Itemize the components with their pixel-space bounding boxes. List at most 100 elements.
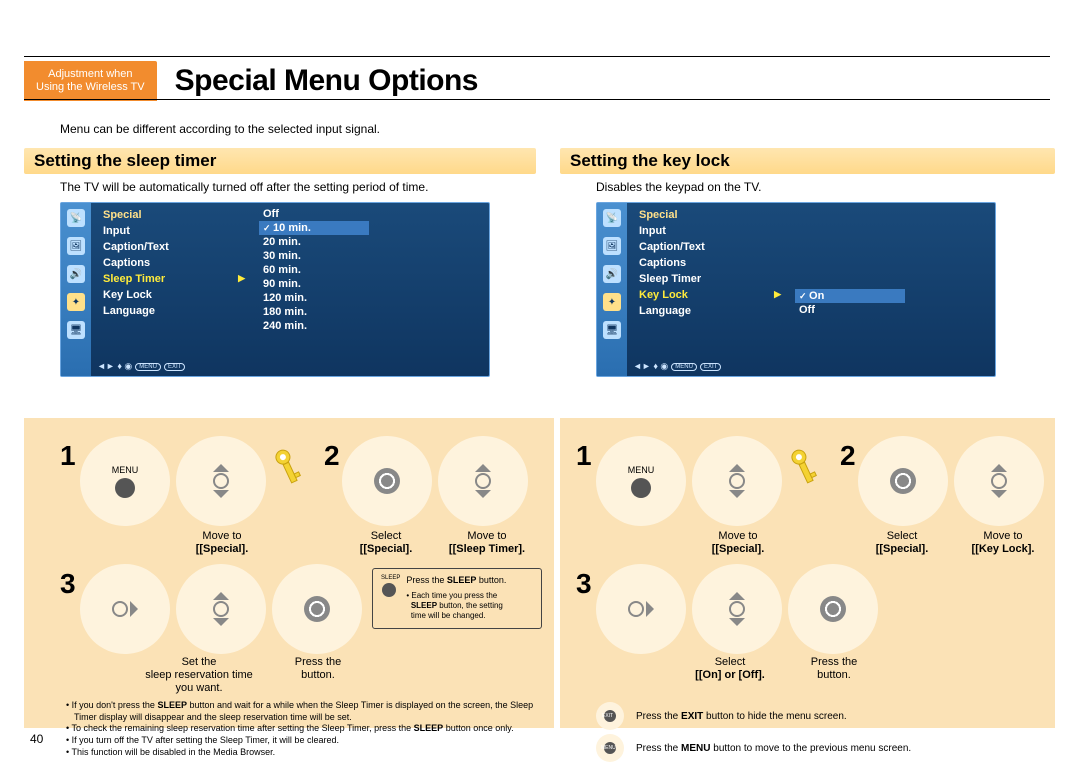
tab-line2: Using the Wireless TV [36,81,145,94]
subheading-sleep: Setting the sleep timer [24,148,536,174]
down-icon [475,490,491,498]
ring-icon [213,473,229,489]
menu-label: MENU [112,465,139,475]
ring-icon [729,601,745,617]
down-icon [213,490,229,498]
intro-text: Menu can be different according to the s… [60,122,380,136]
ok-button-icon [374,468,400,494]
ring-icon [628,601,644,617]
special-icon: ✦ [603,293,621,311]
osd-item-selected: Key Lock▶ [635,287,785,303]
down-icon [729,490,745,498]
picture-icon: 🖼 [67,237,85,255]
menu-label: MENU [628,465,655,475]
menu-note-text: Press the MENU button to move to the pre… [636,743,911,754]
ok-button-icon [304,596,330,622]
left-column: Setting the sleep timer The TV will be a… [24,148,536,377]
sound-icon: 🔊 [67,265,85,283]
right-icon [646,601,654,617]
osd-iconbar: 📡 🖼 🔊 ✦ 🖥 [597,203,627,376]
satellite-icon: 📡 [67,209,85,227]
nav-updown-circle [692,564,782,654]
screen-icon: 🖥 [603,321,621,339]
sound-icon: 🔊 [603,265,621,283]
menu-button-icon [631,478,651,498]
menu-button-circle: MENU [596,734,624,762]
sleep-button-icon [382,583,396,597]
step3-caption-press: Press the button. [784,656,884,682]
section-tab: Adjustment when Using the Wireless TV [24,61,157,101]
osd-item: Input [99,223,249,239]
osd-item: Caption/Text [635,239,785,255]
step-number-1: 1 [576,440,592,472]
step-number-2: 2 [324,440,340,472]
right-column: Setting the key lock Disables the keypad… [560,148,1055,377]
osd-sub-item: 120 min. [259,291,369,305]
ok-button-circle [788,564,878,654]
note-item: If you turn off the TV after setting the… [74,735,550,747]
osd-sub-item-selected: On [795,289,905,303]
osd-sub-item-selected: 10 min. [259,221,369,235]
osd-submenu: Off 10 min. 20 min. 30 min. 60 min. 90 m… [259,207,369,333]
ring-icon [213,601,229,617]
step2-caption-b: Move to [[Key Lock]. [948,530,1058,556]
step1-caption: Move to [[Special]. [690,530,786,556]
osd-item: Key Lock [99,287,249,303]
osd-sleep: 📡 🖼 🔊 ✦ 🖥 Special Input Caption/Text Cap… [60,202,490,377]
nav-updown-circle [692,436,782,526]
ring-icon [475,473,491,489]
ring-icon [112,601,128,617]
osd-keylock: 📡 🖼 🔊 ✦ 🖥 Special Input Caption/Text Cap… [596,202,996,377]
exit-pill: EXIT [164,363,185,371]
step-number-2: 2 [840,440,856,472]
osd-sub-item: 90 min. [259,277,369,291]
up-icon [213,464,229,472]
page-number: 40 [30,732,43,746]
sleep-mini-label: SLEEP [381,575,400,583]
special-icon: ✦ [67,293,85,311]
menu-note-row: MENU Press the MENU button to move to th… [596,734,911,762]
up-icon [475,464,491,472]
step1-caption: Move to [[Special]. [174,530,270,556]
exit-button-circle: EXIT [596,702,624,730]
ok-button-circle [272,564,362,654]
osd-item: Sleep Timer [635,271,785,287]
keylock-desc: Disables the keypad on the TV. [596,180,1055,194]
steps-left: 1 MENU Move to [[Special]. 2 Select [[Sp… [24,418,554,728]
key-icon [274,448,302,493]
subheading-keylock: Setting the key lock [560,148,1055,174]
sleep-desc: The TV will be automatically turned off … [60,180,536,194]
screen-icon: 🖥 [67,321,85,339]
osd-iconbar: 📡 🖼 🔊 ✦ 🖥 [61,203,91,376]
key-icon [790,448,818,493]
notes-list: If you don't press the SLEEP button and … [60,700,550,758]
page-title: Special Menu Options [175,64,478,98]
ok-button-circle [342,436,432,526]
arrow-right-icon: ▶ [238,273,245,284]
step-number-3: 3 [60,568,76,600]
nav-updown-circle [438,436,528,526]
right-icon [130,601,138,617]
osd-item: Input [635,223,785,239]
osd-sub-item: 240 min. [259,319,369,333]
up-icon [729,464,745,472]
osd-menu-title: Special [99,207,249,223]
osd-menu: Special Input Caption/Text Captions Slee… [99,207,249,319]
osd-sub-item: 20 min. [259,235,369,249]
osd-item-selected: Sleep Timer▶ [99,271,249,287]
osd-submenu: On Off [795,289,905,317]
nav-right-circle [596,564,686,654]
menu-button-circle: MENU [80,436,170,526]
ring-icon [729,473,745,489]
exit-pill: EXIT [700,363,721,371]
menu-pill: MENU [135,363,161,371]
osd-sub-item: Off [259,207,369,221]
osd-item: Captions [635,255,785,271]
step3-caption-a: Set the sleep reservation time you want. [124,656,274,696]
menu-button-label: MENU [601,745,616,751]
exit-note-row: EXIT Press the EXIT button to hide the m… [596,702,847,730]
nav-right-circle [80,564,170,654]
osd-menu: Special Input Caption/Text Captions Slee… [635,207,785,319]
osd-sub-item: 30 min. [259,249,369,263]
step3-caption-a: Select [[On] or [Off]. [670,656,790,682]
